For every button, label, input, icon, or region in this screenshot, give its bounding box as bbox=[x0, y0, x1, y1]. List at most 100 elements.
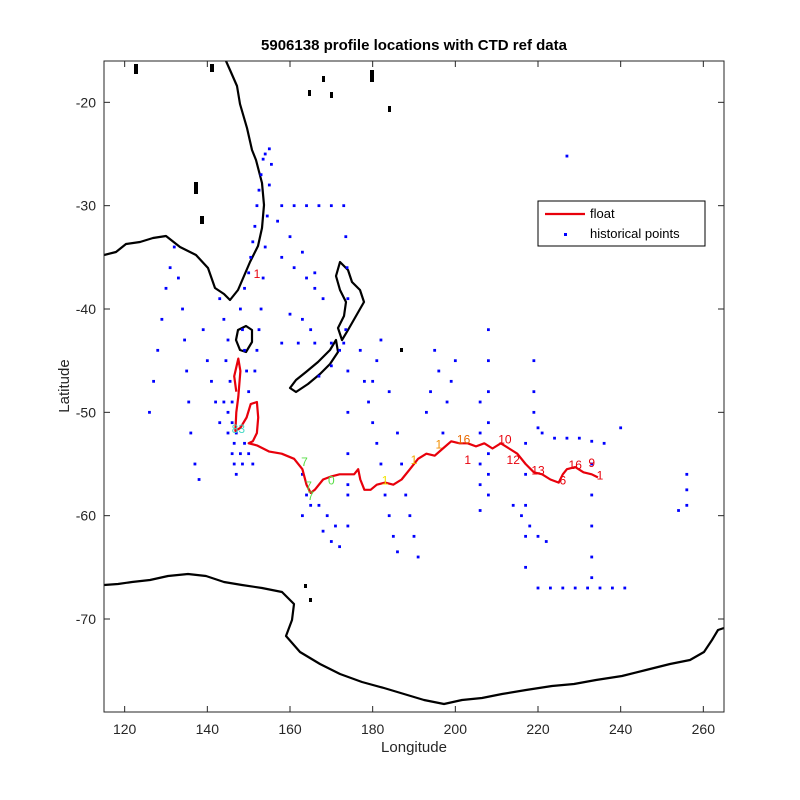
historical-point bbox=[263, 152, 267, 156]
profile-number-label: 7 bbox=[307, 489, 314, 503]
historical-point bbox=[346, 524, 350, 528]
historical-point bbox=[228, 379, 232, 383]
historical-point bbox=[346, 369, 350, 373]
profile-number-label: 16 bbox=[569, 458, 583, 472]
historical-point bbox=[478, 400, 482, 404]
historical-point bbox=[222, 400, 226, 404]
historical-point bbox=[305, 204, 308, 208]
historical-point bbox=[301, 250, 304, 254]
historical-point bbox=[247, 452, 251, 456]
historical-point bbox=[247, 271, 251, 275]
historical-point bbox=[177, 276, 180, 280]
island bbox=[370, 70, 374, 82]
historical-point bbox=[261, 276, 265, 280]
historical-point bbox=[168, 266, 172, 270]
historical-point bbox=[189, 431, 193, 435]
profile-number-label: 0 bbox=[328, 474, 335, 488]
historical-point bbox=[270, 162, 273, 166]
historical-point bbox=[590, 493, 594, 497]
historical-point bbox=[577, 436, 581, 440]
historical-point bbox=[487, 421, 490, 425]
historical-point bbox=[181, 307, 184, 311]
legend: float historical points bbox=[537, 200, 706, 247]
legend-box bbox=[537, 200, 706, 247]
historical-point bbox=[536, 426, 540, 430]
historical-point bbox=[425, 410, 428, 414]
historical-point bbox=[230, 452, 234, 456]
historical-point bbox=[524, 534, 527, 538]
historical-point bbox=[218, 421, 222, 425]
profile-number-label: 1 bbox=[411, 453, 418, 467]
historical-point bbox=[379, 338, 383, 342]
historical-point bbox=[685, 503, 689, 507]
historical-point bbox=[230, 421, 234, 425]
historical-point bbox=[234, 472, 238, 476]
profile-number-label: 1 bbox=[597, 469, 604, 483]
historical-point bbox=[358, 348, 362, 352]
historical-point bbox=[226, 431, 230, 435]
historical-point bbox=[280, 255, 284, 259]
historical-point bbox=[232, 441, 236, 445]
historical-point bbox=[261, 157, 265, 161]
historical-point bbox=[245, 369, 248, 373]
historical-point bbox=[677, 509, 680, 512]
float-track-line bbox=[233, 357, 599, 494]
historical-point bbox=[232, 462, 236, 466]
historical-point bbox=[487, 390, 490, 394]
historical-point bbox=[301, 317, 304, 321]
historical-point bbox=[611, 586, 614, 590]
historical-point bbox=[160, 317, 164, 321]
profile-number-label: 9 bbox=[588, 456, 595, 470]
island bbox=[304, 584, 307, 588]
historical-point bbox=[590, 555, 594, 559]
historical-point bbox=[342, 341, 346, 345]
historical-point bbox=[257, 328, 261, 332]
profile-number-label: 7 bbox=[305, 479, 312, 493]
historical-point bbox=[226, 410, 230, 414]
historical-point bbox=[313, 341, 317, 345]
coastlines bbox=[104, 61, 724, 706]
historical-point bbox=[263, 245, 267, 249]
historical-point bbox=[251, 462, 255, 466]
historical-point bbox=[309, 503, 313, 507]
historical-point bbox=[540, 431, 544, 435]
historical-point bbox=[487, 452, 490, 456]
historical-point bbox=[317, 374, 321, 378]
historical-point bbox=[239, 307, 242, 311]
island bbox=[210, 64, 214, 72]
x-tick-label: 260 bbox=[692, 721, 716, 737]
historical-point bbox=[329, 364, 333, 368]
historical-point bbox=[565, 154, 569, 158]
historical-point bbox=[247, 390, 251, 394]
historical-point bbox=[305, 493, 308, 497]
historical-point bbox=[338, 348, 341, 352]
historical-point bbox=[210, 379, 213, 383]
historical-point bbox=[259, 173, 263, 177]
historical-point bbox=[524, 503, 527, 507]
historical-point bbox=[172, 245, 176, 249]
historical-point bbox=[205, 359, 209, 363]
historical-point bbox=[416, 555, 420, 559]
small-islands bbox=[134, 64, 403, 602]
profile-number-label: 12 bbox=[507, 453, 521, 467]
y-tick-label: -30 bbox=[76, 198, 96, 214]
historical-point bbox=[253, 224, 257, 228]
historical-point bbox=[437, 369, 441, 373]
historical-point bbox=[230, 400, 234, 404]
historical-point bbox=[371, 421, 375, 425]
historical-point bbox=[602, 441, 606, 445]
historical-point bbox=[487, 472, 490, 476]
profile-number-label: 83 bbox=[232, 422, 246, 436]
historical-point bbox=[685, 472, 689, 476]
legend-float-label: float bbox=[590, 206, 615, 221]
historical-point bbox=[187, 400, 191, 404]
historical-point bbox=[267, 147, 271, 151]
historical-point bbox=[280, 204, 284, 208]
historical-point bbox=[511, 503, 515, 507]
historical-points-layer bbox=[148, 147, 689, 590]
historical-point bbox=[218, 297, 222, 301]
historical-point bbox=[590, 576, 594, 580]
